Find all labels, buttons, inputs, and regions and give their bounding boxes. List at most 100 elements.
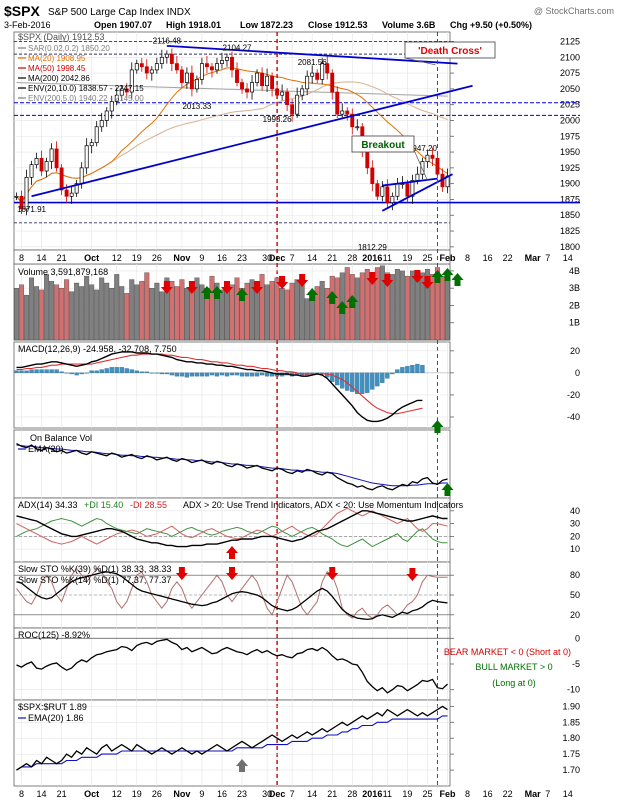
price-candle-9: [59, 167, 64, 191]
price-candle-66: [345, 110, 350, 115]
xtick-label-23: 16: [483, 253, 493, 263]
macd-hist-bar-77: [400, 367, 405, 374]
macd-hist-bar-69: [360, 372, 365, 394]
bottom-xtick-label-16: 28: [347, 789, 357, 799]
price-label-0: 2116.48: [153, 37, 182, 46]
price-candle-1: [19, 195, 24, 210]
header-watermark: @ StockCharts.com: [534, 6, 614, 16]
bottom-xtick-label-12: Dec: [269, 789, 286, 799]
bottom-xtick-label-13: 7: [290, 789, 295, 799]
volume-bar-24: [134, 284, 140, 341]
macd-hist-bar-2: [24, 370, 29, 374]
price-candle-29: [159, 56, 164, 64]
sto-title-short: Slow STO %K(14) %D(1) 77.37, 77.37: [18, 575, 171, 585]
volume-green-arrow-4: [326, 291, 339, 304]
volume-bar-64: [334, 277, 340, 341]
ytick-label-adx-2: 30: [570, 519, 580, 529]
volume-bar-57: [299, 284, 305, 341]
volume-green-arrow-6: [346, 295, 359, 308]
price-candle-73: [380, 186, 385, 197]
price-label-5: 1947.20: [408, 144, 437, 153]
price-candle-59: [310, 72, 315, 77]
macd-hist-bar-78: [405, 366, 410, 374]
price-title: $SPX (Daily) 1912.53: [18, 32, 105, 42]
macd-hist-bar-80: [415, 363, 420, 374]
price-candle-36: [194, 79, 199, 90]
price-candle-22: [124, 88, 129, 93]
price-candle-43: [230, 56, 234, 71]
breakout-box: [351, 135, 415, 153]
ma200-line: [16, 82, 448, 97]
volume-bar-37: [199, 284, 205, 341]
price-candle-31: [169, 53, 174, 64]
adx-plus-di-label: +DI 15.40: [84, 500, 123, 510]
panel-frame-ratio: [13, 699, 451, 787]
macd-hist-bar-70: [365, 372, 370, 393]
volume-bar-68: [354, 277, 360, 341]
price-candle-37: [199, 63, 204, 80]
ratio-line: [16, 705, 448, 771]
macd-hist-bar-1: [19, 370, 24, 374]
volume-bar-6: [44, 274, 50, 341]
volume-bar-13: [79, 286, 85, 341]
macd-hist-bar-20: [114, 367, 119, 374]
price-candle-33: [179, 69, 184, 83]
price-label-4: 1993.26: [263, 115, 292, 124]
bottom-xtick-label-4: 12: [112, 789, 122, 799]
volume-green-arrow-5: [336, 301, 349, 314]
adx-title: ADX(14) 34.33: [18, 500, 78, 510]
bottom-xtick-label-19: 19: [402, 789, 412, 799]
price-candle-64: [335, 91, 340, 115]
price-candle-72: [375, 183, 380, 197]
price-candle-54: [285, 91, 290, 106]
volume-bar-85: [440, 275, 445, 341]
price-candle-75: [390, 195, 395, 203]
volume-bar-34: [184, 288, 190, 341]
volume-red-arrow-6: [366, 272, 379, 285]
xtick-label-6: 26: [152, 253, 162, 263]
macd-hist-bar-8: [54, 369, 59, 374]
volume-bar-0: [14, 288, 19, 341]
price-legend-0: SAR(0.02,0.2) 1850.20: [28, 44, 110, 53]
macd-hist-bar-26: [144, 371, 149, 374]
ytick-label-price-2: 1850: [560, 210, 580, 220]
adx-minus-di-label: -DI 28.55: [130, 500, 167, 510]
volume-red-arrow-0: [160, 281, 173, 294]
volume-bar-2: [24, 294, 29, 341]
macd-hist-bar-35: [189, 372, 195, 377]
price-candle-44: [235, 69, 239, 83]
volume-title: Volume 3,591,879,168: [18, 267, 108, 277]
price-candle-25: [139, 63, 144, 68]
macd-hist-bar-71: [370, 372, 375, 390]
xtick-label-24: 22: [503, 253, 513, 263]
bottom-xtick-label-25: Mar: [525, 789, 542, 799]
price-candle-60: [315, 72, 320, 80]
volume-bar-12: [74, 282, 80, 341]
macd-hist-bar-76: [395, 369, 400, 374]
bottom-xtick-label-2: 21: [57, 789, 67, 799]
bottom-xtick-label-20: 25: [422, 789, 432, 799]
xtick-label-3: Oct: [84, 253, 99, 263]
price-candle-49: [260, 72, 265, 87]
ytick-label-sto-1: 50: [570, 590, 580, 600]
bottom-xtick-label-24: 22: [503, 789, 513, 799]
xtick-label-20: 25: [422, 253, 432, 263]
volume-red-arrow-3: [251, 281, 264, 294]
volume-bar-30: [164, 277, 170, 341]
obv-title: On Balance Vol: [30, 433, 92, 443]
price-candle-24: [134, 63, 139, 71]
macd-hist-bar-27: [149, 372, 154, 374]
macd-hist-bar-63: [330, 372, 335, 382]
price-candle-10: [64, 189, 69, 197]
volume-bar-31: [169, 281, 175, 341]
ytick-label-ratio-3: 1.85: [562, 717, 580, 727]
volume-bar-11: [69, 291, 75, 341]
volume-bar-58: [304, 298, 310, 341]
volume-bar-23: [129, 279, 135, 341]
price-candle-57: [300, 88, 305, 96]
price-candle-63: [330, 72, 335, 93]
bottom-xtick-label-27: 14: [563, 789, 573, 799]
macd-hist-bar-25: [139, 371, 144, 374]
